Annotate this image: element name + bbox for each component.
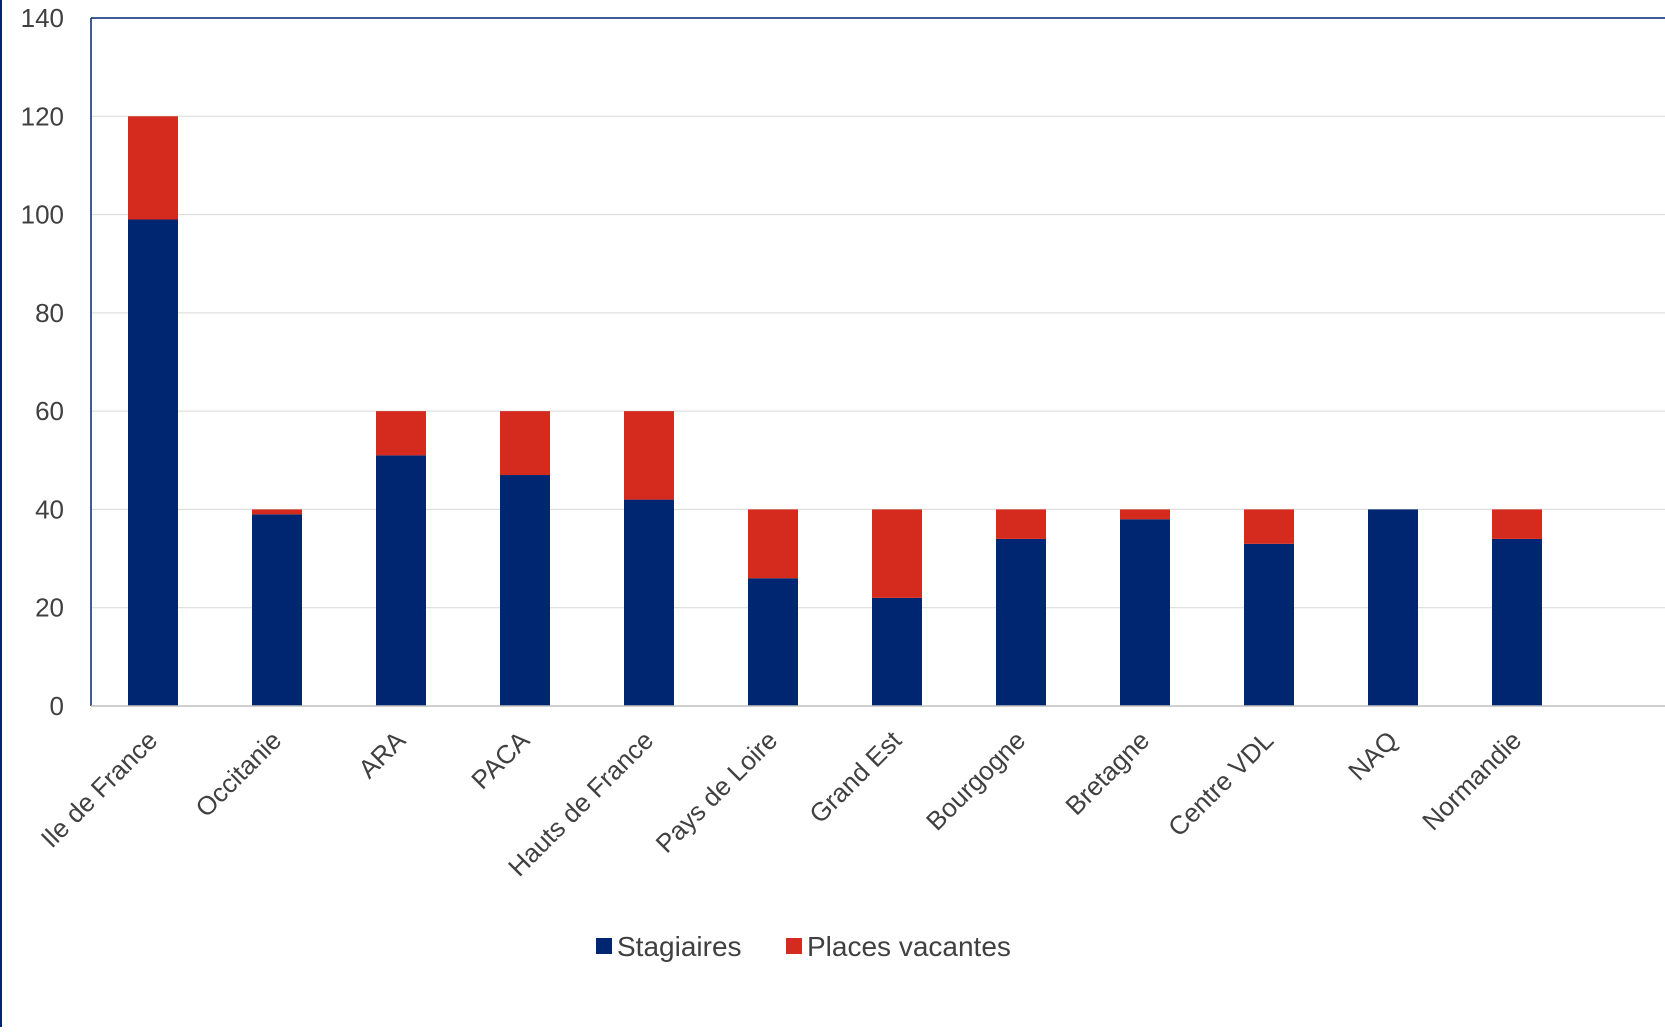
bar-places-vacantes: [624, 411, 674, 500]
bar-places-vacantes: [996, 509, 1046, 539]
bars: [128, 116, 1542, 706]
y-tick-label: 40: [35, 494, 64, 524]
legend: Stagiaires Places vacantes: [596, 931, 1011, 962]
bar-stagiaires: [128, 219, 178, 706]
y-tick-label: 120: [21, 101, 64, 131]
x-tick-label: Occitanie: [189, 725, 287, 823]
legend-label: Stagiaires: [617, 931, 742, 962]
y-tick-label: 100: [21, 200, 64, 230]
bar-stagiaires: [1244, 543, 1294, 706]
bar-stagiaires: [500, 475, 550, 706]
bar-stagiaires: [1120, 519, 1170, 706]
bar-places-vacantes: [872, 509, 922, 598]
bar-places-vacantes: [500, 411, 550, 476]
x-tick-label: Bourgogne: [920, 725, 1031, 836]
legend-swatch: [596, 938, 612, 954]
x-tick-label: Grand Est: [803, 724, 908, 829]
bar-places-vacantes: [748, 509, 798, 579]
bar-stagiaires: [252, 514, 302, 706]
y-tick-label: 60: [35, 396, 64, 426]
x-tick-label: Pays de Loire: [650, 725, 784, 859]
bar-places-vacantes: [128, 116, 178, 220]
bar-stagiaires: [1368, 509, 1418, 706]
bar-places-vacantes: [376, 411, 426, 456]
bar-stagiaires: [996, 538, 1046, 706]
x-tick-label: ARA: [352, 725, 411, 784]
bar-stagiaires: [872, 597, 922, 706]
x-tick-label: Centre VDL: [1162, 725, 1279, 842]
x-tick-label: NAQ: [1342, 725, 1403, 786]
y-tick-label: 20: [35, 593, 64, 623]
x-tick-label: Ile de France: [35, 725, 164, 854]
legend-label: Places vacantes: [807, 931, 1011, 962]
bar-stagiaires: [748, 578, 798, 706]
y-tick-label: 80: [35, 298, 64, 328]
y-tick-labels: 0 20 40 60 80 100 120 140: [21, 3, 64, 721]
x-tick-label: Normandie: [1416, 725, 1527, 836]
bar-stagiaires: [624, 499, 674, 706]
x-tick-label: Bretagne: [1059, 725, 1155, 821]
bar-places-vacantes: [1120, 509, 1170, 520]
bar-places-vacantes: [252, 509, 302, 515]
bar-stagiaires: [376, 455, 426, 706]
bar-places-vacantes: [1492, 509, 1542, 539]
y-tick-label: 140: [21, 3, 64, 33]
y-tick-label: 0: [50, 691, 64, 721]
bar-stagiaires: [1492, 538, 1542, 706]
x-tick-label: PACA: [465, 725, 535, 795]
legend-swatch: [786, 938, 802, 954]
bar-places-vacantes: [1244, 509, 1294, 544]
axes: [90, 17, 1665, 707]
